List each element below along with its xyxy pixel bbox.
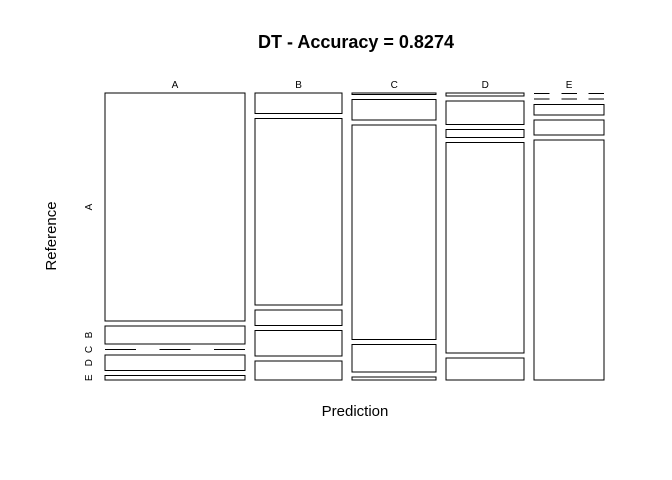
tile-pred-d-ref-d	[445, 142, 525, 354]
tile-pred-e-ref-d	[533, 119, 605, 136]
y-tick-label-a: A	[84, 203, 95, 210]
tile-pred-d-ref-a	[445, 92, 525, 97]
y-tick-label-d: D	[84, 359, 95, 366]
tile-pred-a-ref-e	[104, 374, 246, 381]
y-tick-label-e: E	[84, 374, 95, 381]
chart-title: DT - Accuracy = 0.8274	[258, 32, 454, 52]
x-tick-label-e: E	[566, 80, 573, 91]
tile-pred-a-ref-b	[104, 325, 246, 345]
tile-pred-d-ref-b	[445, 100, 525, 125]
x-tick-label-c: C	[391, 80, 398, 91]
tile-pred-d-ref-c	[445, 128, 525, 139]
tile-pred-e-ref-e	[533, 139, 605, 381]
tile-pred-c-ref-d	[351, 343, 437, 373]
x-tick-label-b: B	[295, 80, 302, 91]
tile-pred-b-ref-a	[254, 92, 343, 114]
tile-pred-b-ref-d	[254, 330, 343, 357]
x-tick-label-d: D	[482, 80, 489, 91]
tile-pred-b-ref-c	[254, 309, 343, 327]
tile-pred-a-ref-d	[104, 354, 246, 371]
x-axis-label: Prediction	[322, 403, 389, 420]
tile-pred-c-ref-b	[351, 98, 437, 121]
tile-pred-a-ref-a	[104, 92, 246, 322]
y-axis-label: Reference	[43, 201, 60, 270]
tile-pred-c-ref-c	[351, 124, 437, 340]
tile-pred-b-ref-b	[254, 117, 343, 306]
tile-pred-b-ref-e	[254, 360, 343, 381]
tile-pred-c-ref-a	[351, 92, 437, 95]
tile-pred-e-ref-c	[533, 104, 605, 116]
tile-pred-d-ref-e	[445, 357, 525, 381]
x-tick-label-a: A	[172, 80, 179, 91]
y-tick-label-c: C	[84, 346, 95, 353]
y-tick-label-b: B	[84, 331, 95, 338]
tile-pred-c-ref-e	[351, 376, 437, 381]
